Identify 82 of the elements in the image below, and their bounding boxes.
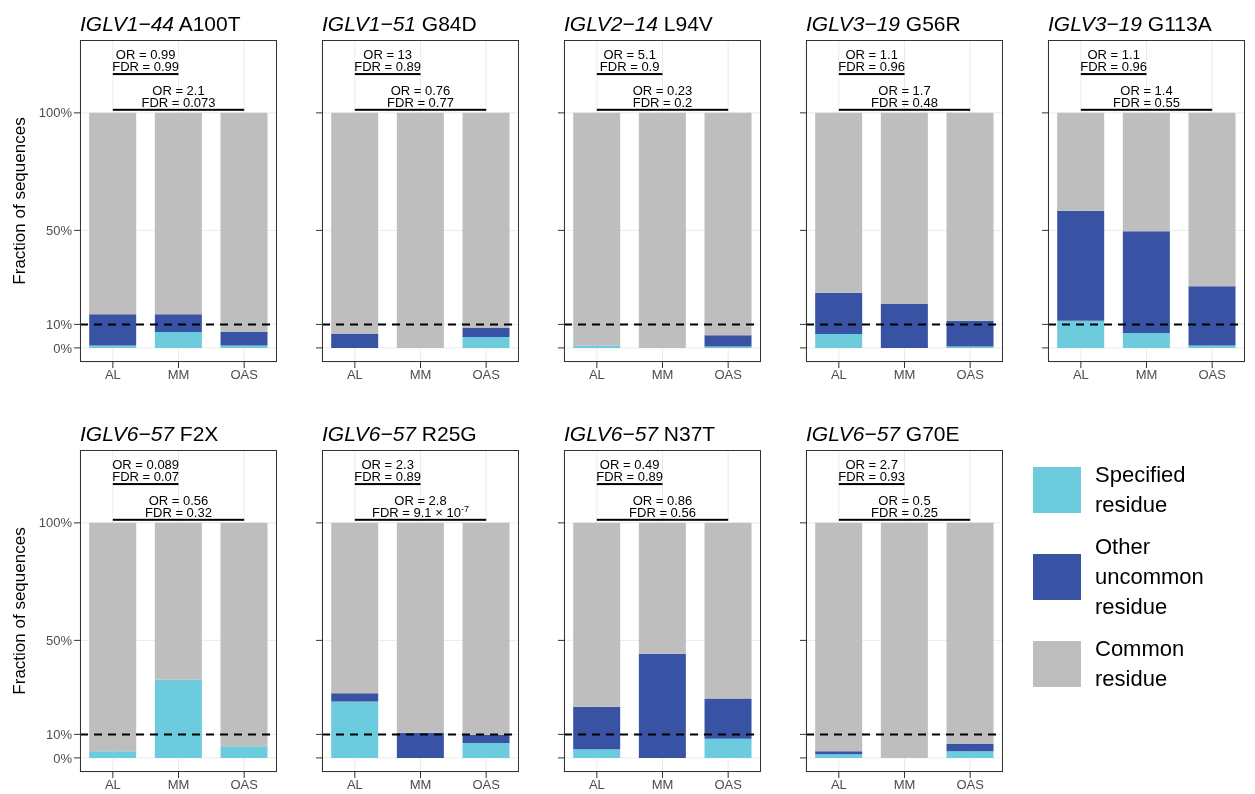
x-tick-label: MM — [409, 777, 432, 793]
y-tick-label: 0% — [53, 750, 73, 766]
bar — [1188, 286, 1236, 346]
y-tick-label: 100% — [38, 105, 73, 121]
bar — [704, 698, 752, 739]
x-tick-label: OAS — [714, 777, 743, 793]
x-tick-label: MM — [893, 777, 916, 793]
legend-label: Specified residue — [1095, 461, 1187, 519]
bar — [462, 327, 510, 338]
bar — [573, 749, 621, 758]
bar — [704, 335, 752, 347]
bar — [573, 706, 621, 750]
bar — [946, 751, 994, 758]
bar — [154, 679, 202, 758]
chart-title: IGLV3−19 G113A — [1048, 12, 1212, 36]
x-tick-label: MM — [409, 367, 432, 383]
x-tick-label: OAS — [230, 777, 259, 793]
x-tick-label: MM — [651, 777, 674, 793]
x-tick-label: AL — [830, 367, 847, 383]
x-tick-label: AL — [346, 777, 363, 793]
x-tick-label: AL — [1072, 367, 1089, 383]
x-tick-label: OAS — [472, 777, 501, 793]
x-tick-label: AL — [830, 777, 847, 793]
x-tick-label: OAS — [1198, 367, 1227, 383]
bar — [331, 693, 379, 702]
legend-label: Other uncommon residue — [1095, 533, 1205, 621]
bar — [220, 331, 268, 346]
x-tick-label: OAS — [230, 367, 259, 383]
bar — [638, 653, 686, 758]
bar — [1057, 210, 1105, 321]
annotation: OR = 2.8 — [394, 492, 447, 508]
bar — [815, 292, 863, 335]
y-tick-label: 0% — [53, 340, 73, 356]
x-tick-label: AL — [346, 367, 363, 383]
chart-title: IGLV6−57 N37T — [564, 422, 716, 446]
y-tick-label: 50% — [45, 222, 73, 238]
chart-title: IGLV6−57 G70E — [806, 422, 960, 446]
legend-label: Common residue — [1095, 635, 1186, 693]
bar — [89, 751, 137, 758]
bar — [880, 303, 928, 348]
chart-title: IGLV1−44 A100T — [80, 12, 241, 36]
x-tick-label: AL — [588, 777, 605, 793]
y-tick-label: 10% — [45, 317, 73, 333]
bar — [462, 743, 510, 758]
y-tick-label: 10% — [45, 727, 73, 743]
bar — [331, 334, 379, 348]
x-tick-label: OAS — [472, 367, 501, 383]
bar — [1122, 333, 1170, 348]
chart-title: IGLV6−57 R25G — [322, 422, 477, 446]
y-axis-title: Fraction of sequences — [10, 527, 30, 695]
y-axis-title: Fraction of sequences — [10, 117, 30, 285]
x-tick-label: AL — [104, 777, 121, 793]
x-tick-label: MM — [167, 777, 190, 793]
x-tick-label: AL — [104, 367, 121, 383]
bar — [154, 331, 202, 348]
chart-title: IGLV2−14 L94V — [564, 12, 713, 36]
bar — [704, 738, 752, 758]
bar — [462, 337, 510, 348]
bar — [462, 734, 510, 744]
y-tick-label: 100% — [38, 515, 73, 531]
x-tick-label: MM — [893, 367, 916, 383]
x-tick-label: OAS — [956, 367, 985, 383]
bar — [1122, 231, 1170, 334]
bar — [89, 314, 137, 346]
bar — [815, 334, 863, 348]
bar — [1057, 320, 1105, 348]
x-tick-label: AL — [588, 367, 605, 383]
chart-title: IGLV1−51 G84D — [322, 12, 477, 36]
x-tick-label: MM — [1135, 367, 1158, 383]
bar — [396, 732, 444, 758]
bar — [154, 314, 202, 332]
bar — [946, 744, 994, 752]
x-tick-label: MM — [167, 367, 190, 383]
bar — [331, 701, 379, 758]
chart-title: IGLV3−19 G56R — [806, 12, 961, 36]
chart-title: IGLV6−57 F2X — [80, 422, 219, 446]
x-tick-label: OAS — [714, 367, 743, 383]
x-tick-label: MM — [651, 367, 674, 383]
bar — [220, 746, 268, 758]
bar — [946, 320, 994, 347]
x-tick-label: OAS — [956, 777, 985, 793]
y-tick-label: 50% — [45, 632, 73, 648]
